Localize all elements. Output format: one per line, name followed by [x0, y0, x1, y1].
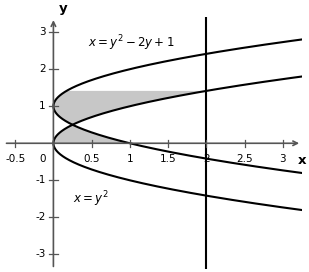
Text: -0.5: -0.5	[5, 154, 25, 164]
Text: y: y	[59, 2, 67, 16]
Text: $x = y^2$: $x = y^2$	[73, 189, 108, 209]
Text: -2: -2	[36, 212, 46, 222]
Text: -3: -3	[36, 249, 46, 259]
Text: x: x	[298, 154, 306, 167]
Text: 2: 2	[39, 64, 46, 74]
Text: 1: 1	[39, 101, 46, 111]
Text: 0.5: 0.5	[83, 154, 100, 164]
Text: 3: 3	[280, 154, 286, 164]
Text: 2: 2	[203, 154, 210, 164]
Text: 1.5: 1.5	[160, 154, 176, 164]
Text: 1: 1	[127, 154, 133, 164]
Polygon shape	[53, 91, 206, 143]
Text: $x = y^2 - 2y + 1$: $x = y^2 - 2y + 1$	[88, 33, 174, 53]
Text: 0: 0	[39, 154, 46, 164]
Text: 3: 3	[39, 27, 46, 37]
Text: -1: -1	[36, 175, 46, 185]
Text: 2.5: 2.5	[236, 154, 253, 164]
